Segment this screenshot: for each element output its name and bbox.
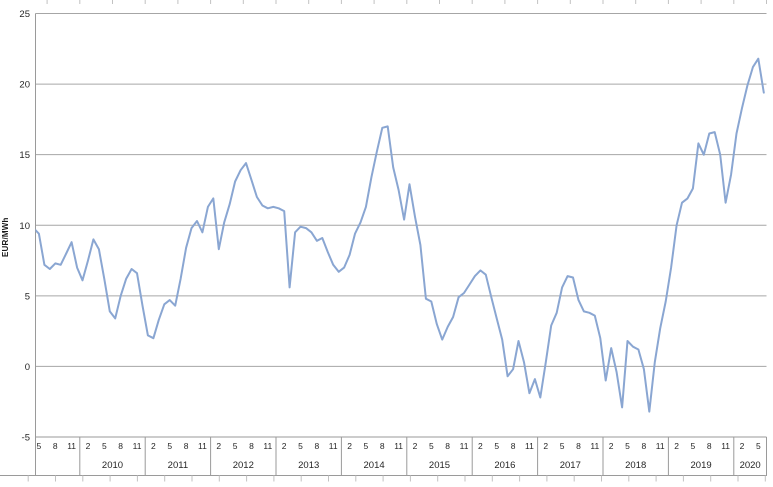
x-month-label: 2 <box>151 441 156 451</box>
x-month-label: 2 <box>86 441 91 451</box>
x-month-label: 5 <box>429 441 434 451</box>
x-month-label: 5 <box>691 441 696 451</box>
x-month-label: 2 <box>674 441 679 451</box>
x-year-label: 2016 <box>494 460 515 471</box>
x-month-label: 11 <box>198 441 207 451</box>
x-month-label: 5 <box>37 441 42 451</box>
data-series-line <box>35 57 765 413</box>
x-month-label: 2 <box>216 441 221 451</box>
x-month-label: 5 <box>756 441 761 451</box>
x-month-label: 8 <box>315 441 320 451</box>
x-month-label: 11 <box>67 441 76 451</box>
x-month-label: 5 <box>298 441 303 451</box>
y-tick-label: 0 <box>25 362 30 373</box>
x-year-label: 2012 <box>233 460 254 471</box>
x-month-label: 11 <box>394 441 403 451</box>
x-year-label: 2017 <box>560 460 581 471</box>
x-month-label: 8 <box>249 441 254 451</box>
x-month-label: 11 <box>263 441 272 451</box>
x-month-label: 8 <box>118 441 123 451</box>
x-month-label: 2 <box>740 441 745 451</box>
x-year-label: 2010 <box>102 460 123 471</box>
x-month-label: 5 <box>560 441 565 451</box>
x-month-label: 11 <box>133 441 142 451</box>
x-month-label: 5 <box>364 441 369 451</box>
y-tick-label: 10 <box>19 221 30 232</box>
x-month-label: 5 <box>625 441 630 451</box>
x-month-label: 8 <box>511 441 516 451</box>
y-tick-label: 25 <box>19 9 30 20</box>
x-month-label: 11 <box>721 441 730 451</box>
x-month-label: 2 <box>347 441 352 451</box>
x-month-label: 5 <box>102 441 107 451</box>
x-month-label: 11 <box>590 441 599 451</box>
x-month-label: 11 <box>329 441 338 451</box>
x-month-label: 11 <box>656 441 665 451</box>
x-month-label: 8 <box>576 441 581 451</box>
x-month-label: 11 <box>460 441 469 451</box>
x-month-label: 2 <box>282 441 287 451</box>
x-year-label: 2019 <box>691 460 712 471</box>
y-tick-label: 15 <box>19 150 30 161</box>
x-year-label: 2015 <box>429 460 450 471</box>
x-month-label: 5 <box>233 441 238 451</box>
x-year-label: 2014 <box>364 460 385 471</box>
x-year-label: 2020 <box>740 460 761 471</box>
x-month-label: 11 <box>525 441 534 451</box>
x-month-label: 2 <box>413 441 418 451</box>
y-tick-label: 20 <box>19 80 30 91</box>
x-month-label: 8 <box>445 441 450 451</box>
x-year-label: 2013 <box>298 460 319 471</box>
x-month-label: 8 <box>380 441 385 451</box>
x-month-label: 8 <box>642 441 647 451</box>
x-month-label: 2 <box>478 441 483 451</box>
x-month-label: 2 <box>543 441 548 451</box>
y-tick-label: -5 <box>22 433 30 444</box>
x-month-label: 5 <box>494 441 499 451</box>
x-year-label: 2011 <box>168 460 188 471</box>
x-month-label: 5 <box>167 441 172 451</box>
y-axis-title: EUR/MWh <box>1 217 10 257</box>
x-month-label: 8 <box>53 441 58 451</box>
x-month-label: 2 <box>609 441 614 451</box>
x-month-label: 8 <box>184 441 189 451</box>
x-month-label: 8 <box>707 441 712 451</box>
x-year-label: 2018 <box>625 460 646 471</box>
y-tick-label: 5 <box>25 291 30 302</box>
